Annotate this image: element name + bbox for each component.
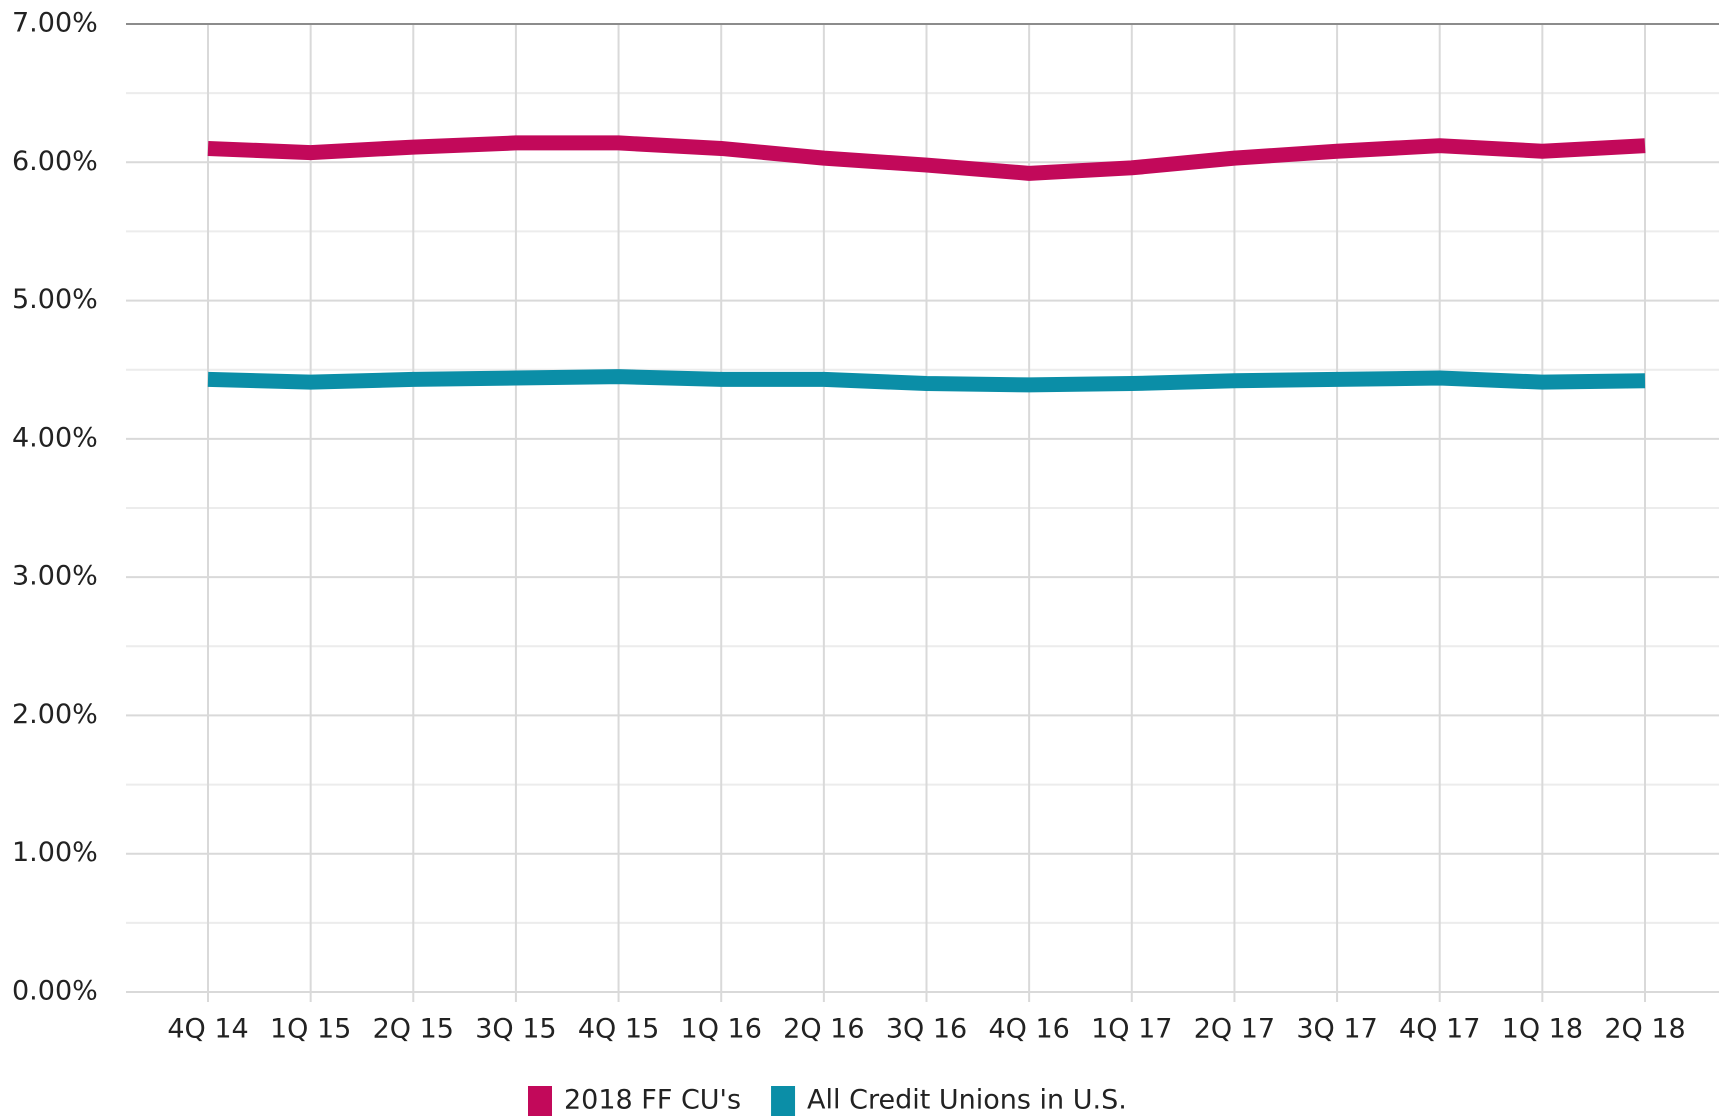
y-tick-label: 7.00% — [12, 8, 98, 39]
x-tick-label: 4Q 17 — [1399, 1014, 1480, 1045]
x-tick-label: 2Q 18 — [1604, 1014, 1685, 1045]
x-tick-label: 2Q 15 — [373, 1014, 454, 1045]
x-tick-label: 1Q 16 — [681, 1014, 762, 1045]
legend-label: 2018 FF CU's — [564, 1085, 741, 1116]
y-tick-label: 6.00% — [12, 146, 98, 177]
x-tick-label: 1Q 18 — [1502, 1014, 1583, 1045]
x-tick-label: 3Q 16 — [886, 1014, 967, 1045]
y-tick-label: 5.00% — [12, 284, 98, 315]
series-line — [207, 369, 1646, 393]
legend-swatch — [771, 1086, 796, 1116]
x-tick-label: 1Q 15 — [270, 1014, 351, 1045]
y-tick-label: 2.00% — [12, 699, 98, 730]
legend-swatch — [528, 1086, 552, 1116]
y-tick-label: 0.00% — [12, 976, 98, 1007]
x-tick-label: 4Q 16 — [988, 1014, 1069, 1045]
legend-label: All Credit Unions in U.S. — [807, 1085, 1127, 1116]
x-tick-label: 1Q 17 — [1091, 1014, 1172, 1045]
x-tick-label: 2Q 17 — [1194, 1014, 1275, 1045]
x-tick-label: 2Q 16 — [783, 1014, 864, 1045]
y-tick-label: 3.00% — [12, 561, 98, 592]
x-tick-label: 3Q 15 — [475, 1014, 556, 1045]
x-tick-label: 4Q 14 — [167, 1014, 248, 1045]
x-tick-label: 3Q 17 — [1296, 1014, 1377, 1045]
x-tick-label: 4Q 15 — [578, 1014, 659, 1045]
y-tick-label: 4.00% — [12, 422, 98, 453]
y-tick-label: 1.00% — [12, 837, 98, 868]
series-line — [207, 135, 1646, 181]
